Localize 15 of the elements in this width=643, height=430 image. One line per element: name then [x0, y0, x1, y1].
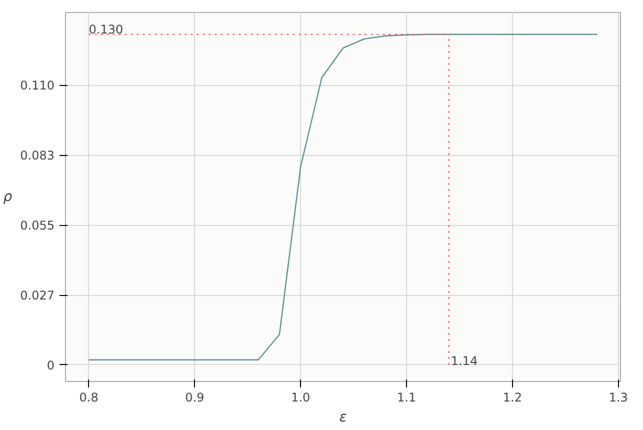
ref-line-label: 0.130: [88, 22, 124, 36]
x-tick-label: 0.9: [185, 390, 204, 404]
y-tick-label: 0.055: [20, 218, 55, 233]
y-tick-label: 0.110: [20, 78, 55, 93]
y-tick-label: 0: [46, 358, 55, 372]
x-tick-label: 1.3: [608, 390, 628, 404]
x-tick-label: 1.1: [397, 390, 416, 404]
x-tick-label: 1.0: [291, 390, 310, 404]
x-tick-label: 1.2: [502, 390, 522, 404]
x-tick-label: 0.8: [79, 390, 98, 404]
ref-line-label: 1.14: [450, 354, 478, 368]
y-tick-label: 0.027: [20, 288, 55, 303]
y-axis-title: ρ: [3, 189, 12, 205]
y-tick-label: 0.083: [20, 148, 55, 163]
x-axis-title: ε: [339, 410, 348, 426]
